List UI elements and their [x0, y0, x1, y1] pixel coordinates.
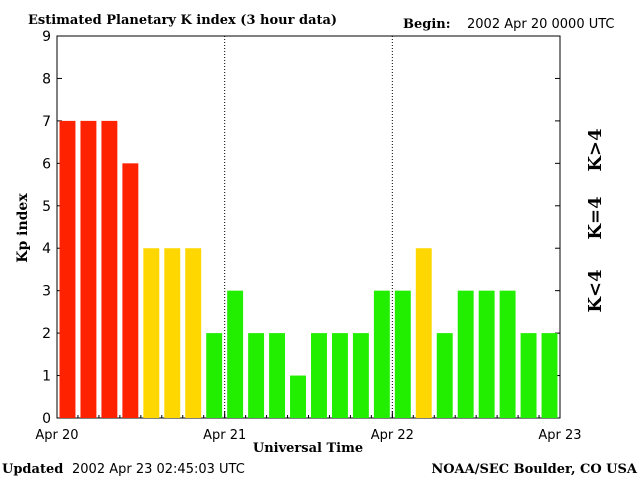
y-tick-label: 8 [42, 71, 51, 87]
kp-bar [206, 333, 223, 418]
x-axis: Apr 20 Apr 21 Apr 22 Apr 23 [35, 411, 582, 443]
legend-k-equal-4: K=4 [585, 196, 606, 239]
y-tick-label: 0 [42, 411, 51, 427]
y-tick-label: 4 [42, 241, 51, 257]
kp-bar [227, 290, 244, 418]
kp-bar [541, 333, 558, 418]
kp-bar [331, 333, 348, 418]
y-tick-label: 5 [42, 199, 51, 215]
day-dividers [224, 36, 393, 418]
y-tick-label: 2 [42, 326, 51, 342]
kp-bar [185, 248, 202, 418]
kp-bar [352, 333, 369, 418]
x-axis-label: Universal Time [253, 441, 363, 456]
y-tick-label: 9 [42, 29, 51, 45]
plot-area [56, 35, 561, 419]
kp-bar [269, 333, 286, 418]
kp-bar [290, 375, 306, 418]
y-axis: 0 1 2 3 4 5 6 7 8 9 [42, 29, 560, 427]
source-credit: NOAA/SEC Boulder, CO USA [431, 462, 638, 477]
updated-value: 2002 Apr 23 02:45:03 UTC [72, 462, 245, 477]
kp-bar [520, 333, 537, 418]
bars [59, 120, 558, 418]
kp-bar [101, 120, 118, 418]
y-tick-label: 7 [42, 114, 51, 130]
y-tick-label: 1 [42, 369, 51, 385]
y-axis-label: Kp index [15, 193, 31, 263]
begin-label: Begin: [403, 17, 451, 32]
kp-bar [478, 290, 495, 418]
kp-bar [436, 333, 453, 418]
x-tick-label: Apr 23 [538, 428, 581, 443]
chart-title: Estimated Planetary K index (3 hour data… [28, 13, 337, 28]
kp-bar [415, 248, 432, 418]
kp-bar [164, 248, 181, 418]
kp-bar [248, 333, 265, 418]
y-tick-label: 6 [42, 156, 51, 172]
updated-label: Updated [2, 462, 63, 477]
x-tick-label: Apr 20 [35, 428, 78, 443]
y-tick-label: 3 [42, 284, 51, 300]
kp-bar [59, 120, 76, 418]
legend-k-above-4: K>4 [585, 128, 606, 171]
kp-bar [122, 163, 139, 418]
kp-bar [499, 290, 516, 418]
legend-k-below-4: K<4 [585, 269, 606, 312]
x-tick-label: Apr 22 [371, 428, 414, 443]
kp-bar [373, 290, 390, 418]
kp-bar [311, 333, 327, 418]
x-tick-label: Apr 21 [203, 428, 246, 443]
begin-value: 2002 Apr 20 0000 UTC [467, 17, 615, 32]
kp-bar [80, 120, 97, 418]
kp-bar [457, 290, 474, 418]
kp-bar [394, 290, 411, 418]
kp-bar [143, 248, 160, 418]
